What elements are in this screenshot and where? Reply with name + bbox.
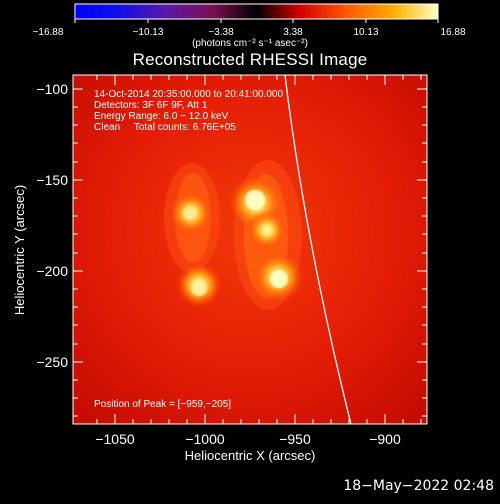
x-axis-tick-labels: −1050 −1000 −950 −900 <box>95 431 401 447</box>
y-axis-ticks <box>73 88 427 417</box>
x-axis-title: Heliocentric X (arcsec) <box>185 448 316 463</box>
cbar-tick-2: −10.13 <box>133 27 164 38</box>
y-tick-label-4: −250 <box>36 354 68 370</box>
cbar-tick-1: −16.88 <box>33 27 64 38</box>
x-axis-ticks <box>96 75 422 424</box>
y-tick-label-3: −200 <box>36 263 68 279</box>
cbar-tick-3: −3.38 <box>208 27 234 38</box>
annotation-detectors: Detectors: 3F 6F 9F, Att 1 <box>94 100 208 111</box>
solar-limb-curve <box>284 75 352 424</box>
y-axis-title: Heliocentric Y (arcsec) <box>12 185 27 315</box>
y-tick-label-2: −150 <box>36 172 68 188</box>
y-axis-tick-labels: −100 −150 −200 −250 <box>36 81 68 370</box>
plot-frame <box>72 74 428 425</box>
x-tick-label-3: −950 <box>279 431 311 447</box>
footer-date: 18−May−2022 02:48 <box>343 478 494 494</box>
image-annotations: 14-Oct-2014 20:35:00.000 to 20:41:00.000… <box>94 89 283 410</box>
colorbar-units: (photons cm⁻² s⁻¹ asec⁻²) <box>192 38 308 49</box>
colorbar <box>74 3 439 20</box>
flare-sources <box>164 160 304 310</box>
cbar-tick-4: 3.38 <box>283 27 303 38</box>
x-tick-label-1: −1050 <box>95 431 135 447</box>
x-tick-label-2: −1000 <box>185 431 225 447</box>
annotation-peak: Position of Peak = [−959,−205] <box>94 399 231 410</box>
y-tick-label-1: −100 <box>36 81 68 97</box>
annotation-energy: Energy Range: 6.0 − 12.0 keV <box>94 111 229 122</box>
image-title: Reconstructed RHESSI Image <box>132 50 368 69</box>
annotation-time-range: 14-Oct-2014 20:35:00.000 to 20:41:00.000 <box>94 89 283 100</box>
x-tick-label-4: −900 <box>369 431 401 447</box>
cbar-tick-5: 10.13 <box>353 27 378 38</box>
annotation-clean: Clean Total counts: 6.76E+05 <box>94 122 236 133</box>
colorbar-tick-labels: −16.88 −10.13 −3.38 3.38 10.13 16.88 <box>33 27 466 38</box>
cbar-tick-6: 16.88 <box>440 27 465 38</box>
colorbar-ticks <box>74 19 439 23</box>
